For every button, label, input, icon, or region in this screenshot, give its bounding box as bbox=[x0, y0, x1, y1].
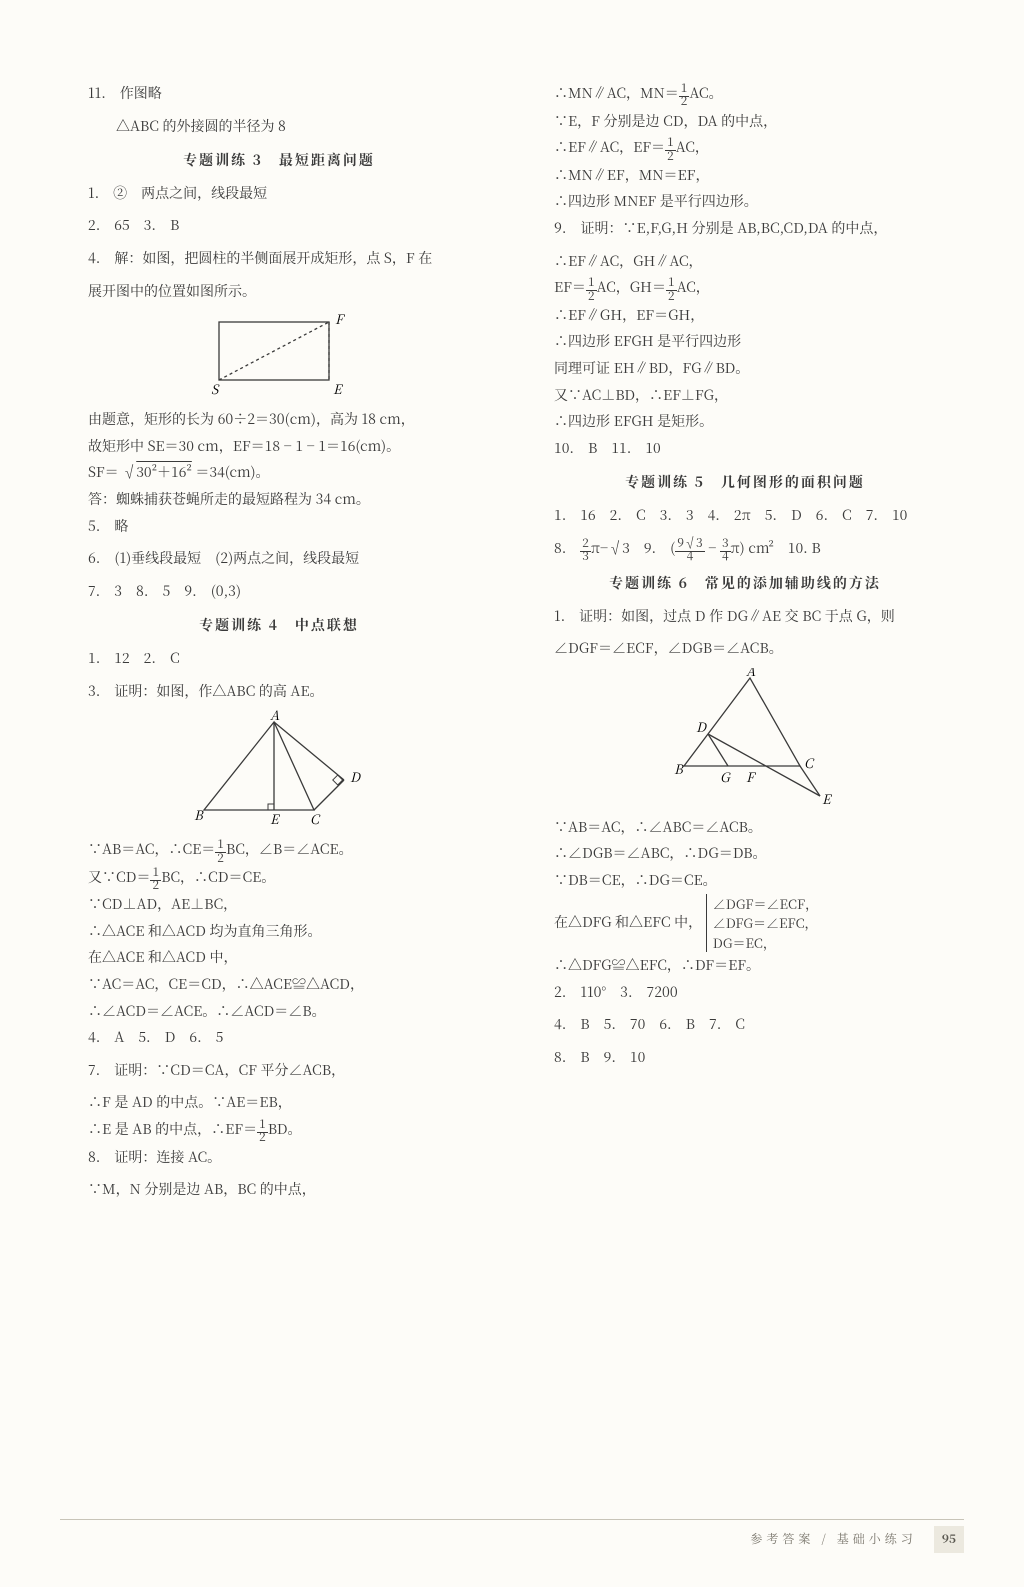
text-line: 又∵AC⊥BD，∴EF⊥FG， bbox=[526, 382, 964, 409]
text-line: 8. B 9. 10 bbox=[526, 1044, 964, 1071]
text-line: ∵CD⊥AD，AE⊥BC， bbox=[60, 891, 498, 918]
footer-text: 参考答案 / 基础小练习 bbox=[750, 1530, 916, 1547]
figure-label: C bbox=[804, 753, 815, 772]
text-line: 故矩形中 SE＝30 cm，EF＝18 − 1 − 1＝16(cm)。 bbox=[60, 433, 498, 460]
text-line: ∴△ACE 和△ACD 均为直角三角形。 bbox=[60, 918, 498, 945]
text-line: ∴EF∥AC，EF＝12AC， bbox=[526, 134, 964, 162]
text-line: ∴MN∥AC，MN＝12AC。 bbox=[526, 80, 964, 108]
text-line: EF＝12AC，GH＝12AC， bbox=[526, 274, 964, 302]
figure-label: E bbox=[270, 809, 280, 828]
text-line: ∴MN∥EF，MN＝EF， bbox=[526, 162, 964, 189]
text-line: ∴E 是 AB 的中点，∴EF＝12BD。 bbox=[60, 1116, 498, 1144]
text-line: 由题意，矩形的长为 60÷2＝30(cm)，高为 18 cm， bbox=[60, 406, 498, 433]
text-line: ∵DB＝CE，∴DG＝CE。 bbox=[526, 867, 964, 894]
text-line: 8. 证明：连接 AC。 bbox=[60, 1144, 498, 1171]
text-line: 5. 略 bbox=[60, 513, 498, 540]
text-line: ∵E，F 分别是边 CD，DA 的中点， bbox=[526, 108, 964, 135]
text-line: ∴EF∥GH，EF＝GH， bbox=[526, 302, 964, 329]
figure-label: B bbox=[674, 759, 684, 778]
figure-triangle: A B C D E bbox=[60, 710, 498, 830]
text-line: 8. 23π−√3 9. (9√34 − 34π) cm² 10. B bbox=[526, 535, 964, 563]
text-line: 10. B 11. 10 bbox=[526, 435, 964, 462]
text-line: ∵M，N 分别是边 AB，BC 的中点， bbox=[60, 1176, 498, 1203]
text-line: 在△ACE 和△ACD 中， bbox=[60, 944, 498, 971]
page-number: 95 bbox=[934, 1526, 964, 1553]
section-heading: 专题训练 6 常见的添加辅助线的方法 bbox=[526, 570, 964, 597]
figure-label: E bbox=[822, 789, 832, 808]
page-footer: 参考答案 / 基础小练习 95 bbox=[60, 1519, 964, 1553]
text-line: ∴∠ACD＝∠ACE。∴∠ACD＝∠B。 bbox=[60, 998, 498, 1025]
text-line: △ABC 的外接圆的半径为 8 bbox=[60, 113, 498, 140]
text-line: 4. A 5. D 6. 5 bbox=[60, 1024, 498, 1051]
text-line: 7. 3 8. 5 9. (0,3) bbox=[60, 578, 498, 605]
text-line: 1. ② 两点之间，线段最短 bbox=[60, 180, 498, 207]
section-heading: 专题训练 4 中点联想 bbox=[60, 612, 498, 639]
text-line: 2. 65 3. B bbox=[60, 212, 498, 239]
text-line: 1. 16 2. C 3. 3 4. 2π 5. D 6. C 7. 10 bbox=[526, 502, 964, 529]
text-line: 展开图中的位置如图所示。 bbox=[60, 278, 498, 305]
text-line: ∵AC＝AC，CE＝CD，∴△ACE≌△ACD， bbox=[60, 971, 498, 998]
text-line: ∵AB＝AC，∴CE＝12BC，∠B＝∠ACE。 bbox=[60, 836, 498, 864]
figure-label: F bbox=[746, 767, 756, 786]
figure-label: B bbox=[194, 805, 204, 824]
text-line: 在△DFG 和△EFC 中， ∠DGF＝∠ECF， ∠DFG＝∠EFC， DG＝… bbox=[526, 894, 964, 953]
text-line: 4. 解：如图，把圆柱的半侧面展开成矩形，点 S，F 在 bbox=[60, 245, 498, 272]
text-line: ∴四边形 EFGH 是矩形。 bbox=[526, 408, 964, 435]
text-line: 3. 证明：如图，作△ABC 的高 AE。 bbox=[60, 678, 498, 705]
left-column: 11. 作图略 △ABC 的外接圆的半径为 8 专题训练 3 最短距离问题 1.… bbox=[60, 80, 498, 1547]
text-line: ∴EF∥AC，GH∥AC， bbox=[526, 248, 964, 275]
figure-label: S bbox=[211, 379, 220, 398]
text-line: ∴△DFG≌△EFC，∴DF＝EF。 bbox=[526, 952, 964, 979]
text-line: SF＝ √30²＋16² ＝34(cm)。 bbox=[60, 459, 498, 486]
text-line: 1. 证明：如图，过点 D 作 DG∥AE 交 BC 于点 G，则 bbox=[526, 603, 964, 630]
text-line: 9. 证明：∵E,F,G,H 分别是 AB,BC,CD,DA 的中点， bbox=[526, 215, 964, 242]
text-line: 2. 110° 3. 7200 bbox=[526, 979, 964, 1006]
text-line: 又∵CD＝12BC，∴CD＝CE。 bbox=[60, 864, 498, 892]
right-column: ∴MN∥AC，MN＝12AC。 ∵E，F 分别是边 CD，DA 的中点， ∴EF… bbox=[526, 80, 964, 1547]
text-line: ∴F 是 AD 的中点。∵AE＝EB， bbox=[60, 1089, 498, 1116]
text-line: ∠DGF＝∠ECF，∠DGB＝∠ACB。 bbox=[526, 635, 964, 662]
page: 11. 作图略 △ABC 的外接圆的半径为 8 专题训练 3 最短距离问题 1.… bbox=[0, 0, 1024, 1587]
figure-rectangle: S E F bbox=[60, 310, 498, 400]
section-heading: 专题训练 5 几何图形的面积问题 bbox=[526, 469, 964, 496]
text-line: 11. 作图略 bbox=[60, 80, 498, 107]
text-line: 答：蜘蛛捕获苍蝇所走的最短路程为 34 cm。 bbox=[60, 486, 498, 513]
figure-label: D bbox=[350, 767, 362, 786]
text-line: ∴∠DGB＝∠ABC，∴DG＝DB。 bbox=[526, 840, 964, 867]
figure-triangle-aux: A B C D E F G bbox=[526, 668, 964, 808]
text-line: 7. 证明：∵CD＝CA，CF 平分∠ACB， bbox=[60, 1057, 498, 1084]
text-line: ∵AB＝AC，∴∠ABC＝∠ACB。 bbox=[526, 814, 964, 841]
figure-label: C bbox=[310, 809, 321, 828]
figure-label: G bbox=[720, 767, 731, 786]
figure-label: A bbox=[746, 668, 756, 680]
text-line: 4. B 5. 70 6. B 7. C bbox=[526, 1011, 964, 1038]
figure-label: F bbox=[335, 310, 345, 328]
text-line: 同理可证 EH∥BD，FG∥BD。 bbox=[526, 355, 964, 382]
cases-brace: ∠DGF＝∠ECF， ∠DFG＝∠EFC， DG＝EC， bbox=[706, 894, 818, 953]
figure-label: E bbox=[333, 379, 343, 398]
text-line: 6. (1)垂线段最短 (2)两点之间，线段最短 bbox=[60, 545, 498, 572]
section-heading: 专题训练 3 最短距离问题 bbox=[60, 147, 498, 174]
figure-label: D bbox=[696, 717, 708, 736]
text-line: ∴四边形 MNEF 是平行四边形。 bbox=[526, 188, 964, 215]
text-line: ∴四边形 EFGH 是平行四边形 bbox=[526, 328, 964, 355]
text-line: 1. 12 2. C bbox=[60, 645, 498, 672]
figure-label: A bbox=[270, 710, 280, 724]
